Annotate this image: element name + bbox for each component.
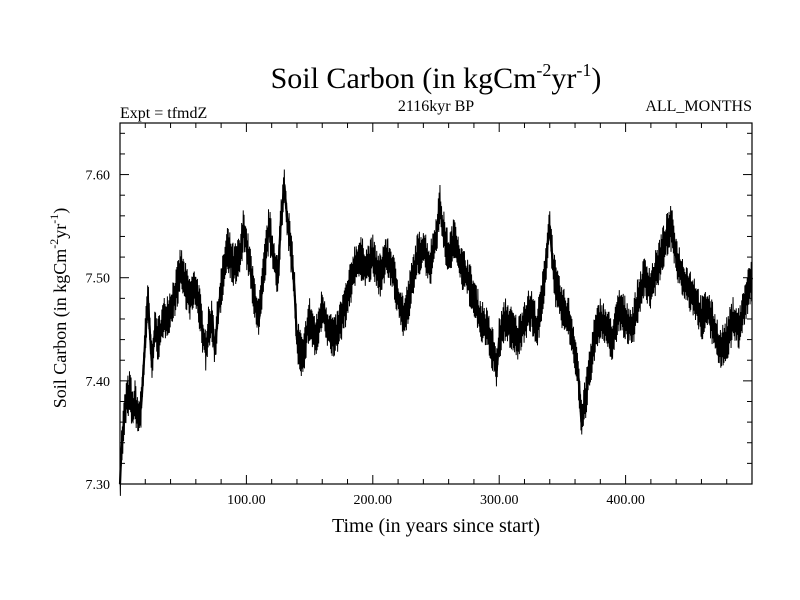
x-tick-label: 100.00 (227, 493, 266, 508)
y-tick-label: 7.40 (86, 375, 111, 390)
y-tick-labels: 7.30 7.40 7.50 7.60 (86, 169, 111, 493)
experiment-label: Expt = tfmdZ (120, 105, 207, 122)
x-tick-labels: 100.00 200.00 300.00 400.00 (227, 493, 645, 508)
axis-ticks (119, 123, 753, 485)
plot-frame (119, 122, 753, 485)
y-tick-label: 7.30 (86, 478, 111, 493)
x-tick-label: 400.00 (606, 493, 645, 508)
series-variability-band (119, 169, 753, 496)
x-tick-label: 300.00 (480, 493, 519, 508)
y-tick-label: 7.60 (86, 169, 111, 184)
y-tick-label: 7.50 (86, 272, 111, 287)
y-axis-label: Soil Carbon (in kgCm-2yr-1) (47, 208, 71, 409)
x-axis-label: Time (in years since start) (332, 515, 540, 537)
x-tick-label: 200.00 (354, 493, 393, 508)
months-label: ALL_MONTHS (645, 98, 752, 115)
period-label: 2116kyr BP (398, 98, 474, 115)
chart-title: Soil Carbon (in kgCm-2yr-1) (271, 60, 602, 95)
